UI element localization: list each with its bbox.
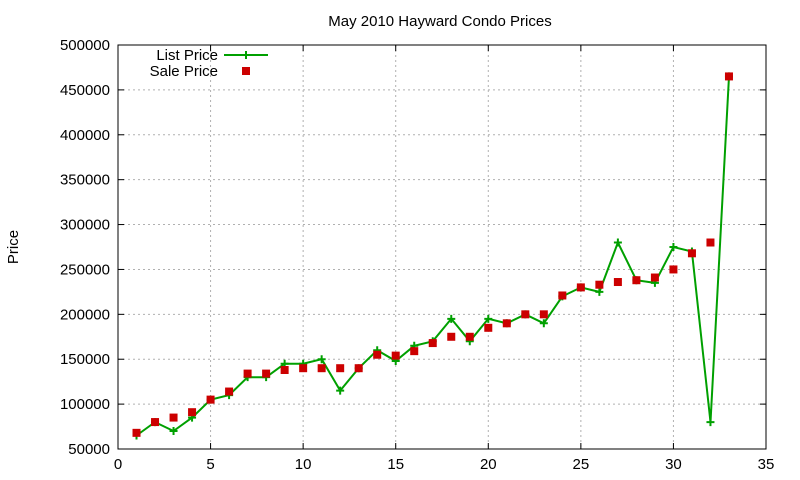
- y-axis-label: Price: [5, 230, 22, 264]
- sale-price-point: [206, 395, 215, 404]
- sale-price-point: [391, 351, 400, 360]
- x-tick-label: 10: [295, 456, 312, 473]
- sale-price-point: [669, 265, 678, 274]
- sale-price-point: [650, 273, 659, 282]
- sale-price-point: [502, 319, 511, 328]
- sale-price-point: [595, 280, 604, 289]
- y-tick-label: 50000: [68, 441, 110, 458]
- list-price-point: [669, 243, 678, 251]
- list-price-point: [613, 238, 622, 247]
- sale-price-point: [447, 332, 456, 341]
- sale-price-point: [299, 364, 308, 373]
- y-tick-label: 100000: [60, 396, 110, 413]
- sale-price-point: [613, 278, 622, 287]
- y-tick-label: 450000: [60, 82, 110, 99]
- sale-price-point: [280, 365, 289, 374]
- legend-marker-sale-price: [242, 67, 250, 75]
- sale-price-point: [354, 364, 363, 373]
- y-tick-label: 150000: [60, 351, 110, 368]
- sale-price-point: [539, 310, 548, 319]
- sale-price-point: [706, 238, 715, 247]
- list-price-line: [135, 76, 730, 437]
- sale-price-point: [687, 249, 696, 258]
- legend-label-sale-price: Sale Price: [150, 63, 218, 80]
- y-tick-label: 300000: [60, 217, 110, 234]
- sale-price-point: [188, 408, 197, 417]
- list-price-point: [317, 355, 326, 364]
- sale-price-point: [465, 332, 474, 341]
- sale-price-point: [724, 72, 733, 81]
- chart-title: May 2010 Hayward Condo Prices: [328, 13, 551, 30]
- y-tick-label: 200000: [60, 306, 110, 323]
- sale-price-point: [373, 350, 382, 359]
- y-tick-label: 400000: [60, 127, 110, 144]
- x-tick-label: 5: [206, 456, 214, 473]
- sale-price-point: [558, 291, 567, 300]
- legend: List Price Sale Price: [150, 47, 268, 80]
- sale-price-point: [336, 364, 345, 373]
- grid: [118, 45, 766, 449]
- x-tick-label: 30: [665, 456, 682, 473]
- sale-price-point: [410, 347, 419, 356]
- list-price-point: [706, 418, 715, 427]
- sale-price-point: [243, 369, 252, 378]
- list-price-point: [595, 287, 604, 296]
- legend-label-list-price: List Price: [156, 47, 218, 64]
- legend-marker-list-price: [242, 51, 250, 59]
- sale-price-point: [576, 283, 585, 292]
- sale-price-point: [262, 369, 271, 378]
- y-tick-label: 250000: [60, 261, 110, 278]
- plot-frame: [117, 44, 767, 450]
- sale-price-point: [225, 387, 234, 396]
- x-tick-label: 25: [573, 456, 590, 473]
- list-price-point: [484, 314, 493, 323]
- x-tick-label: 35: [758, 456, 775, 473]
- axis-ticks: 0 5 10 15 20 25 30 35 50000 100000 150000 200000 250…: [60, 37, 774, 473]
- sale-price-point: [521, 310, 530, 319]
- series-layer: [132, 72, 733, 440]
- sale-price-point: [169, 413, 178, 422]
- sale-price-point: [428, 339, 437, 348]
- sale-price-point: [484, 323, 493, 332]
- x-tick-label: 15: [387, 456, 404, 473]
- list-price-point: [336, 386, 345, 395]
- y-tick-label: 350000: [60, 172, 110, 189]
- y-tick-label: 500000: [60, 37, 110, 54]
- sale-price-point: [317, 364, 326, 373]
- x-tick-label: 20: [480, 456, 497, 473]
- sale-price-point: [132, 428, 141, 437]
- list-price-point: [539, 319, 548, 328]
- list-price-point: [447, 314, 456, 323]
- sale-price-point: [151, 418, 160, 427]
- list-price-point: [169, 427, 178, 436]
- sale-price-point: [632, 276, 641, 285]
- x-tick-label: 0: [114, 456, 122, 473]
